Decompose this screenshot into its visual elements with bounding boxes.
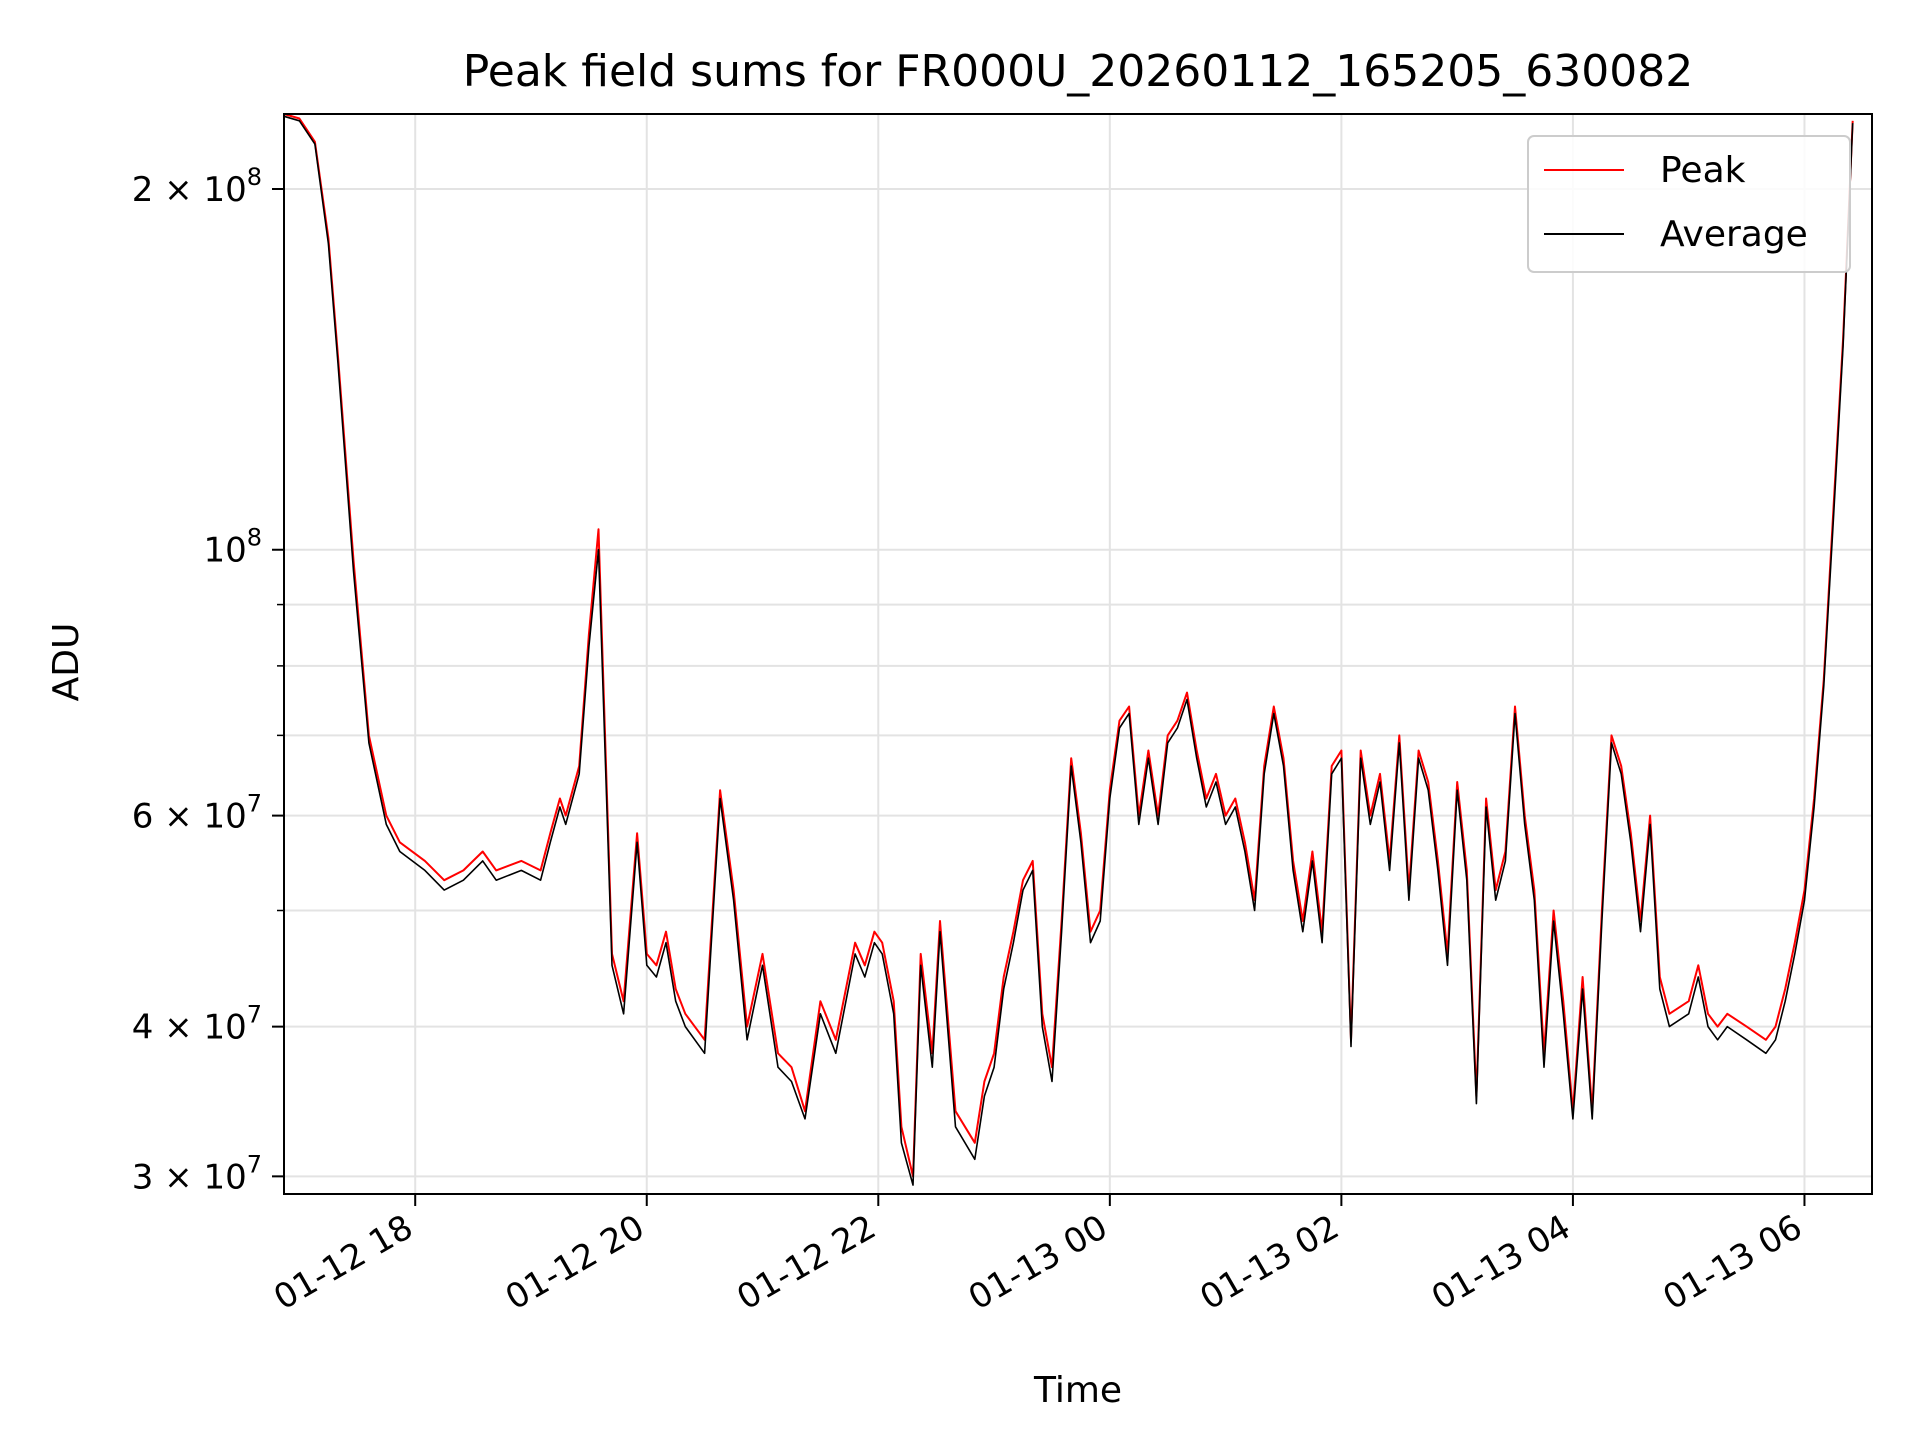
x-axis-label: Time <box>1033 1370 1122 1411</box>
y-tick-label: 6 × 107 <box>132 790 262 837</box>
legend-label-peak: Peak <box>1660 150 1746 191</box>
series-lines <box>283 113 1854 1186</box>
y-tick-label-base: 10 <box>203 531 246 571</box>
y-tick-label-base: 4 × 10 <box>132 1008 247 1048</box>
y-tick-label: 4 × 107 <box>132 1001 262 1048</box>
y-tick-label-base: 3 × 10 <box>132 1157 247 1197</box>
chart-title: Peak field sums for FR000U_20260112_1652… <box>463 46 1693 97</box>
y-tick-label-exponent: 7 <box>247 1150 262 1178</box>
y-tick-label: 3 × 107 <box>132 1150 262 1197</box>
y-tick-label-exponent: 7 <box>247 1001 262 1029</box>
series-line-average <box>283 115 1854 1186</box>
y-tick-label: 108 <box>203 524 262 571</box>
y-axis-label: ADU <box>46 623 87 702</box>
y-tick-label-base: 6 × 10 <box>132 797 247 837</box>
y-tick-label-exponent: 7 <box>247 790 262 818</box>
legend-label-average: Average <box>1660 214 1808 255</box>
plot-frame <box>283 113 1873 1195</box>
legend: Peak Average <box>1527 135 1851 273</box>
y-tick-label: 2 × 108 <box>132 163 262 210</box>
y-tick-label-exponent: 8 <box>247 524 262 552</box>
y-tick-label-base: 2 × 10 <box>132 170 247 210</box>
y-tick-label-exponent: 8 <box>247 163 262 191</box>
